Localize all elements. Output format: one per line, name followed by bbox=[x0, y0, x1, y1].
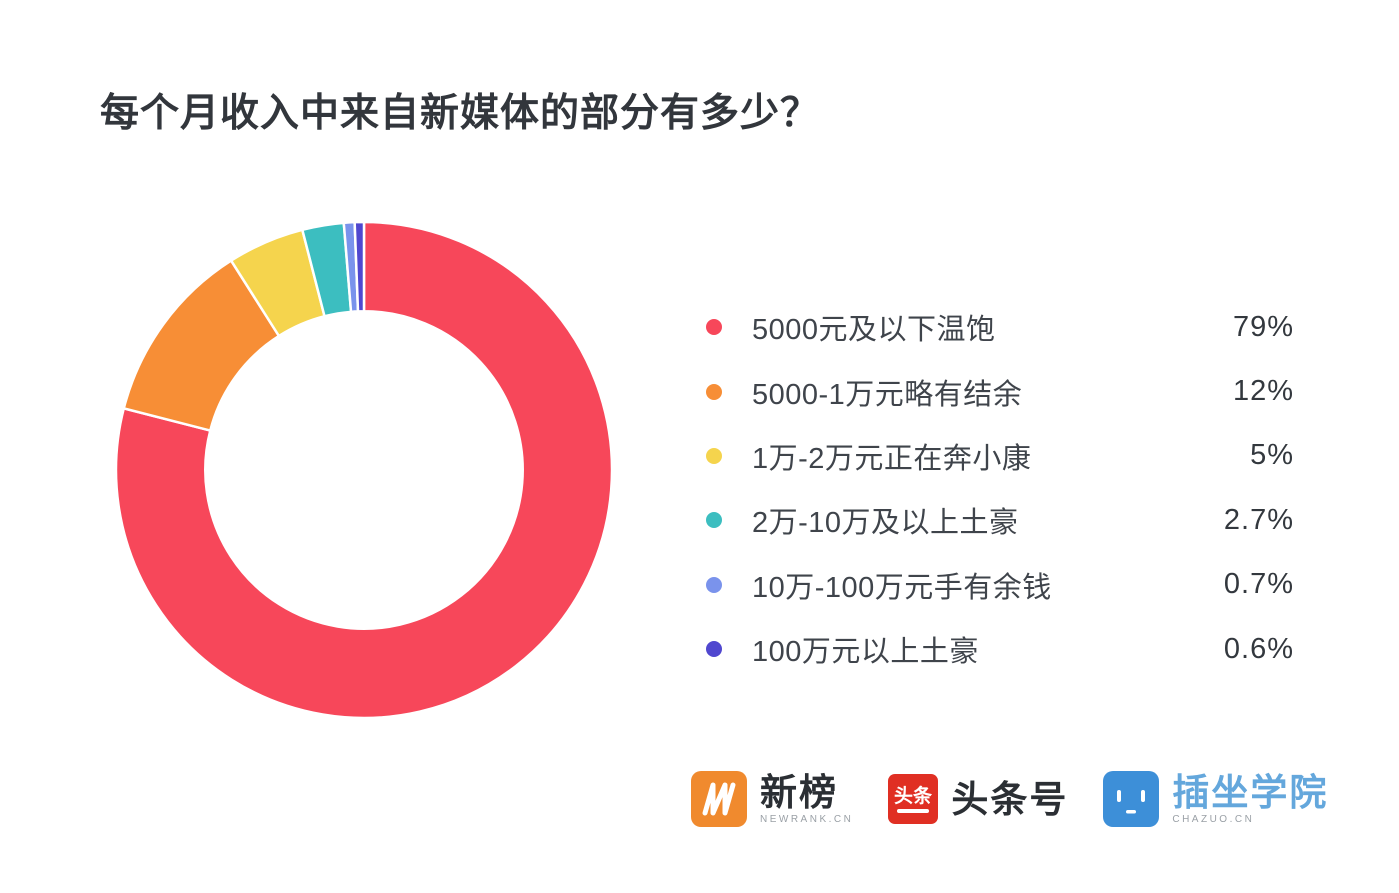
newrank-logo: 新榜 NEWRANK.CN bbox=[690, 770, 853, 828]
legend-item: 2万-10万及以上土豪 2.7% bbox=[706, 488, 1294, 552]
chazuo-logo-name: 插坐学院 bbox=[1172, 771, 1329, 813]
chazuo-logo: 插坐学院 CHAZUO.CN bbox=[1102, 770, 1328, 828]
legend-value: 0.7% bbox=[1223, 568, 1294, 601]
legend-item: 5000元及以下温饱 79% bbox=[706, 295, 1294, 359]
donut-slice bbox=[353, 220, 366, 313]
newrank-n-icon bbox=[691, 771, 747, 827]
toutiao-logo: 头条 头条号 bbox=[887, 773, 1068, 825]
newrank-logo-name: 新榜 bbox=[760, 771, 838, 813]
chazuo-robot-icon bbox=[1103, 771, 1160, 827]
legend: 5000元及以下温饱 79% 5000-1万元略有结余 12% 1万-2万元正在… bbox=[706, 295, 1294, 681]
legend-item: 1万-2万元正在奔小康 5% bbox=[706, 424, 1294, 488]
legend-label: 10万-100万元手有余钱 bbox=[752, 571, 1052, 604]
legend-bullet-icon bbox=[706, 512, 722, 529]
legend-item: 5000-1万元略有结余 12% bbox=[706, 359, 1294, 423]
donut-slice bbox=[114, 220, 614, 720]
legend-bullet-icon bbox=[706, 576, 722, 593]
legend-label: 1万-2万元正在奔小康 bbox=[752, 442, 1032, 475]
legend-value: 2.7% bbox=[1223, 503, 1294, 536]
legend-bullet-icon bbox=[706, 641, 722, 658]
chazuo-logo-subtext: CHAZUO.CN bbox=[1172, 813, 1255, 825]
legend-label: 2万-10万及以上土豪 bbox=[752, 507, 1019, 540]
footer-logos: 新榜 NEWRANK.CN 头条 头条号 插坐学院 CH bbox=[690, 770, 1328, 828]
legend-bullet-icon bbox=[706, 319, 722, 336]
legend-label: 5000元及以下温饱 bbox=[752, 314, 996, 347]
legend-item: 100万元以上土豪 0.6% bbox=[706, 617, 1294, 681]
donut-chart bbox=[114, 220, 614, 720]
legend-value: 12% bbox=[1232, 375, 1294, 408]
toutiao-logo-name: 头条号 bbox=[951, 778, 1069, 820]
toutiao-icon-text: 头条 bbox=[894, 784, 933, 807]
newrank-logo-subtext: NEWRANK.CN bbox=[760, 813, 854, 825]
legend-value: 5% bbox=[1250, 439, 1294, 472]
legend-bullet-icon bbox=[706, 447, 722, 464]
legend-item: 10万-100万元手有余钱 0.7% bbox=[706, 553, 1294, 617]
legend-label: 5000-1万元略有结余 bbox=[752, 378, 1023, 411]
legend-value: 79% bbox=[1232, 310, 1294, 343]
toutiao-icon: 头条 bbox=[888, 774, 939, 824]
legend-label: 100万元以上土豪 bbox=[752, 636, 979, 669]
legend-bullet-icon bbox=[706, 383, 722, 400]
chart-title: 每个月收入中来自新媒体的部分有多少？ bbox=[100, 92, 821, 135]
legend-value: 0.6% bbox=[1223, 632, 1294, 665]
